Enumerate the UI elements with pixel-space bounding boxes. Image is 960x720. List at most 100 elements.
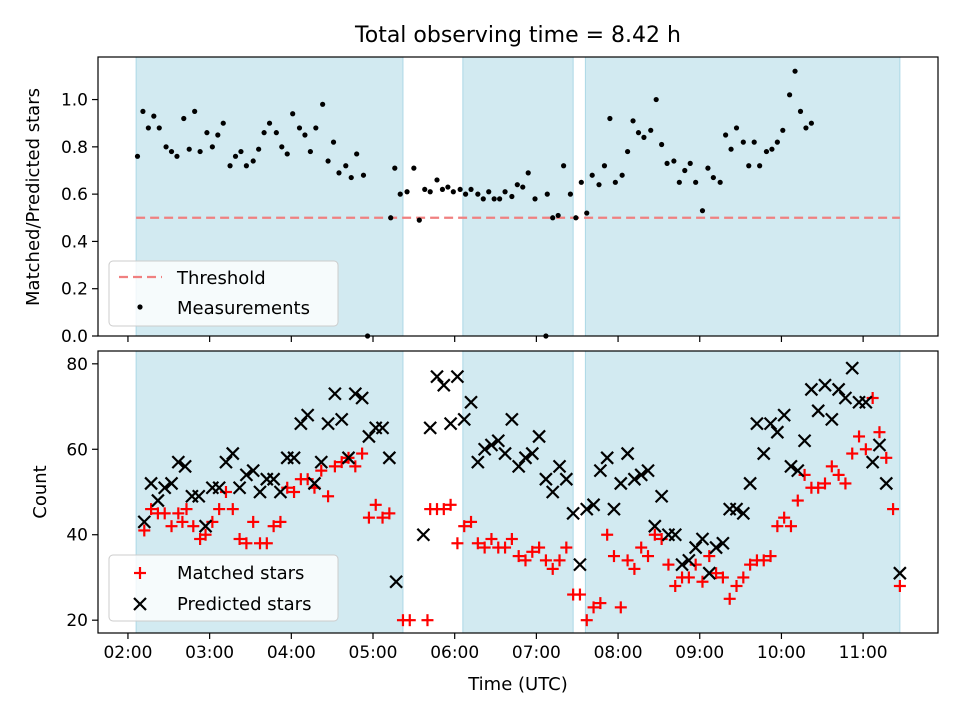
measurement-point (227, 163, 233, 169)
predicted-stars-marker (709, 540, 723, 555)
measurement-points (134, 68, 814, 339)
predicted-stars-marker (770, 425, 785, 439)
measurement-point (567, 191, 574, 197)
measurement-point (607, 115, 613, 122)
y-tick-label: 40 (66, 526, 88, 546)
predicted-stars-marker (872, 438, 887, 452)
predicted-stars-marker (586, 498, 601, 512)
predicted-stars-marker (266, 472, 281, 486)
top-y-axis-label: Matched/Predicted stars (23, 88, 44, 306)
predicted-stars-marker (777, 408, 791, 422)
predicted-stars-marker (716, 536, 730, 551)
measurement-point (555, 212, 561, 219)
matched-stars-marker (471, 537, 484, 550)
measurement-point (284, 151, 290, 157)
predicted-stars-marker (641, 463, 655, 478)
predicted-stars-marker (253, 485, 267, 499)
predicted-stars-marker (294, 416, 308, 431)
matched-stars-marker (621, 554, 634, 567)
matched-stars-marker (669, 580, 682, 592)
predicted-stars-marker (477, 442, 492, 457)
matched-stars-marker (274, 515, 287, 528)
measurement-point (302, 132, 308, 138)
measurement-point (238, 148, 244, 155)
x-tick-label: 09:00 (675, 643, 724, 663)
matched-stars-marker (226, 503, 239, 516)
predicted-stars-marker (437, 378, 451, 392)
predicted-stars-marker (382, 451, 397, 465)
matched-stars-marker (233, 533, 246, 545)
predicted-stars-marker (273, 485, 288, 499)
measurement-point (578, 179, 584, 185)
measurement-point (279, 144, 285, 150)
matched-stars-marker (730, 580, 743, 592)
matched-stars-marker (819, 477, 832, 490)
measurement-point (486, 189, 492, 195)
measurement-point (509, 193, 515, 200)
legend-measurements-marker (137, 304, 143, 310)
legend-predicted-label: Predicted stars (177, 594, 311, 615)
predicted-stars-marker (430, 369, 444, 384)
matched-stars-marker (526, 545, 539, 558)
measurement-point (151, 113, 157, 119)
top-axes-frame (97, 56, 939, 337)
matched-stars-marker (362, 511, 375, 524)
measurement-point (751, 139, 757, 145)
predicted-stars-marker (593, 463, 608, 478)
predicted-stars-marker (443, 416, 458, 431)
predicted-stars-marker (133, 597, 147, 611)
predicted-stars-marker (171, 455, 186, 469)
matched-stars-marker (887, 503, 900, 516)
measurement-point (619, 172, 625, 178)
x-tick-label: 08:00 (594, 643, 643, 663)
top-shaded-intervals (135, 56, 901, 337)
measurement-point (682, 167, 688, 174)
matched-stars-marker (539, 554, 552, 567)
matched-stars-marker (328, 460, 341, 473)
predicted-stars-marker (137, 515, 152, 529)
measurement-point (717, 179, 723, 185)
measurement-point (769, 146, 775, 152)
matched-stars-marker (580, 614, 593, 627)
matched-stars-marker (662, 558, 675, 571)
measurement-point (422, 186, 428, 193)
matched-stars-points (138, 392, 906, 627)
predicted-stars-marker (811, 404, 825, 418)
predicted-stars-marker (695, 532, 710, 546)
measurement-point (427, 189, 433, 195)
matched-stars-marker (288, 486, 301, 498)
matched-stars-marker (437, 503, 450, 516)
predicted-stars-marker (763, 416, 778, 431)
matched-stars-marker (546, 562, 559, 575)
predicted-stars-marker (300, 408, 315, 422)
predicted-stars-marker (518, 451, 533, 465)
measurement-point (653, 96, 659, 103)
matched-stars-marker (315, 464, 328, 477)
measurement-point (561, 163, 567, 169)
x-tick-label: 05:00 (349, 643, 398, 663)
matched-stars-marker (187, 520, 200, 533)
predicted-stars-marker (573, 557, 587, 572)
measurement-point (434, 177, 440, 183)
measurement-point (757, 163, 763, 169)
matched-stars-marker (560, 541, 573, 554)
matched-stars-marker (533, 541, 546, 554)
measurement-point (134, 153, 141, 159)
y-tick-label: 0.8 (61, 138, 88, 158)
bottom-y-ticks: 20 40 60 80 (66, 355, 98, 631)
predicted-stars-marker (784, 459, 798, 474)
measurement-point (763, 148, 770, 155)
predicted-stars-marker (464, 395, 478, 410)
measurement-point (723, 132, 729, 138)
predicted-stars-marker (818, 378, 832, 392)
measurement-point (573, 215, 579, 221)
measurement-point (550, 215, 556, 221)
predicted-stars-marker (226, 446, 240, 461)
measurement-point (296, 125, 303, 131)
predicted-stars-marker (334, 412, 349, 427)
matched-stars-marker (172, 507, 185, 520)
matched-stars-marker (648, 528, 661, 541)
predicted-stars-marker (838, 391, 853, 405)
predicted-stars-marker (423, 421, 437, 435)
predicted-stars-marker (532, 429, 546, 444)
